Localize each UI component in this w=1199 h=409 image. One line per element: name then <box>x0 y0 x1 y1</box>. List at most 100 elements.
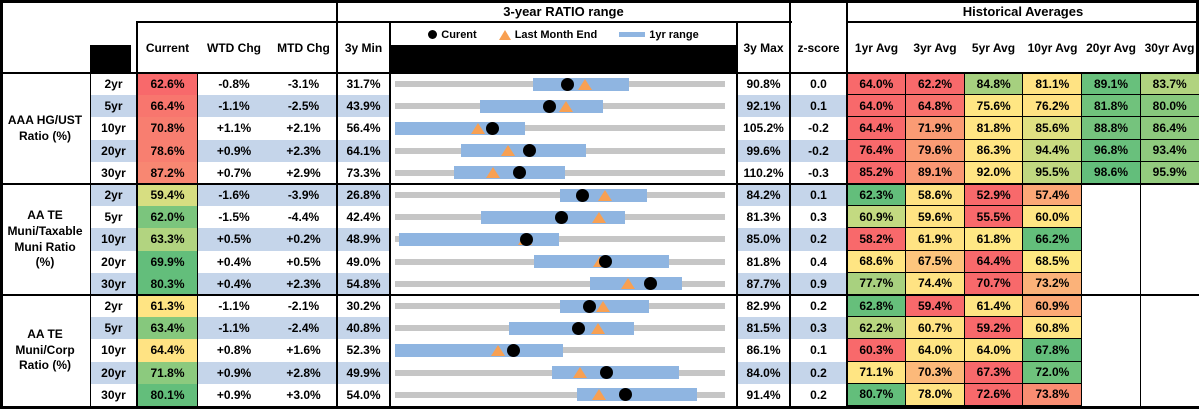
cell-avg-blank <box>1081 228 1141 251</box>
current-marker <box>520 232 534 246</box>
cell-mtd-chg: -2.5% <box>270 95 337 118</box>
cell-z-score: -0.3 <box>790 161 847 184</box>
cell-3y-min: 31.7% <box>337 73 390 96</box>
cell-z-score: 0.3 <box>790 317 847 340</box>
cell-avg: 62.2% <box>847 317 906 340</box>
legend-current: Curent <box>428 29 477 41</box>
cell-avg: 72.0% <box>1023 361 1082 384</box>
current-marker <box>523 144 537 158</box>
cell-tenor: 2yr <box>90 184 137 207</box>
cell-avg: 62.2% <box>905 73 965 96</box>
last-month-end-marker <box>620 278 635 290</box>
cell-current: 63.4% <box>137 317 198 340</box>
cell-mtd-chg: -2.1% <box>270 295 337 318</box>
cell-avg: 60.9% <box>1023 295 1082 318</box>
current-marker <box>485 121 499 135</box>
cell-current: 64.4% <box>137 339 198 362</box>
section-label-line: (%) <box>35 255 55 270</box>
section-label-line: Ratio (%) <box>19 128 71 143</box>
cell-z-score: 0.0 <box>790 73 847 96</box>
cell-tenor: 20yr <box>90 250 137 273</box>
cell-avg: 55.5% <box>964 206 1023 229</box>
cell-tenor: 5yr <box>90 95 137 118</box>
last-month-end-marker <box>591 389 606 401</box>
chart-legend: Curent Last Month End 1yr range <box>390 22 737 47</box>
last-month-end-marker <box>501 145 516 157</box>
cell-avg-blank <box>1140 250 1199 273</box>
cell-avg: 64.0% <box>905 339 965 362</box>
cell-avg: 81.8% <box>1081 95 1141 118</box>
cell-avg: 83.7% <box>1140 73 1199 96</box>
legend-last-month-label: Last Month End <box>514 28 598 41</box>
section-label-line: AA TE <box>27 327 63 342</box>
cell-mtd-chg: +2.3% <box>270 139 337 162</box>
cell-mtd-chg: +0.5% <box>270 250 337 273</box>
cell-z-score: -0.2 <box>790 139 847 162</box>
grid-line <box>0 294 1199 296</box>
cell-avg: 58.6% <box>905 184 965 207</box>
current-marker <box>618 388 632 402</box>
legend-1yr-range: 1yr range <box>619 29 699 41</box>
range-chart <box>390 184 737 207</box>
cell-avg: 70.7% <box>964 272 1023 295</box>
cell-z-score: 0.2 <box>790 361 847 384</box>
grid-line <box>0 183 1199 185</box>
section-label-line: Muni/Corp <box>15 342 75 357</box>
range-chart <box>390 139 737 162</box>
cell-tenor: 30yr <box>90 161 137 184</box>
cell-avg: 64.4% <box>964 250 1023 273</box>
cell-wtd-chg: +0.9% <box>198 383 270 406</box>
current-marker <box>542 99 556 113</box>
cell-current: 71.8% <box>137 361 198 384</box>
cell-mtd-chg: +2.1% <box>270 117 337 140</box>
range-group-title: 3-year RATIO range <box>503 3 624 19</box>
cell-avg-blank <box>1140 317 1199 340</box>
cell-avg: 61.8% <box>964 228 1023 251</box>
cell-avg: 59.6% <box>905 206 965 229</box>
cell-3y-max: 81.3% <box>737 206 790 229</box>
current-dot-icon <box>428 30 438 39</box>
last-month-end-marker <box>577 78 592 90</box>
cell-avg-blank <box>1081 206 1141 229</box>
cell-avg-blank <box>1140 228 1199 251</box>
cell-3y-max: 85.0% <box>737 228 790 251</box>
grid-line <box>336 0 338 409</box>
current-marker <box>571 321 585 335</box>
cell-avg: 68.5% <box>1023 250 1082 273</box>
cell-z-score: -0.2 <box>790 117 847 140</box>
col-header-30yr-avg: 30yr Avg <box>1144 40 1195 55</box>
cell-tenor: 20yr <box>90 361 137 384</box>
cell-current: 69.9% <box>137 250 198 273</box>
range-chart <box>390 339 737 362</box>
3y-range-track <box>395 236 725 243</box>
cell-3y-max: 91.4% <box>737 383 790 406</box>
cell-mtd-chg: +2.3% <box>270 272 337 295</box>
1yr-range-bar <box>551 366 679 380</box>
3y-range-track <box>395 280 725 287</box>
cell-3y-max: 84.0% <box>737 361 790 384</box>
cell-wtd-chg: +0.7% <box>198 161 270 184</box>
grid-line <box>736 22 738 406</box>
cell-avg: 80.0% <box>1140 95 1199 118</box>
cell-wtd-chg: +0.5% <box>198 228 270 251</box>
cell-avg: 86.4% <box>1140 117 1199 140</box>
grid-line <box>1022 73 1023 406</box>
cell-avg: 67.3% <box>964 361 1023 384</box>
cell-3y-max: 87.7% <box>737 272 790 295</box>
cell-3y-min: 42.4% <box>337 206 390 229</box>
3y-range-track <box>395 391 725 398</box>
range-bar-icon <box>619 32 646 37</box>
current-marker <box>561 77 575 91</box>
grid-line <box>197 73 198 406</box>
cell-avg: 80.7% <box>847 383 906 406</box>
cell-tenor: 30yr <box>90 383 137 406</box>
cell-z-score: 0.3 <box>790 206 847 229</box>
cell-avg: 88.8% <box>1081 117 1141 140</box>
range-chart <box>390 95 737 118</box>
section-label: AA TE Muni/Corp Ratio (%) <box>0 295 90 406</box>
cell-mtd-chg: -3.1% <box>270 73 337 96</box>
range-chart <box>390 383 737 406</box>
1yr-range-bar <box>479 99 604 113</box>
cell-avg: 61.9% <box>905 228 965 251</box>
